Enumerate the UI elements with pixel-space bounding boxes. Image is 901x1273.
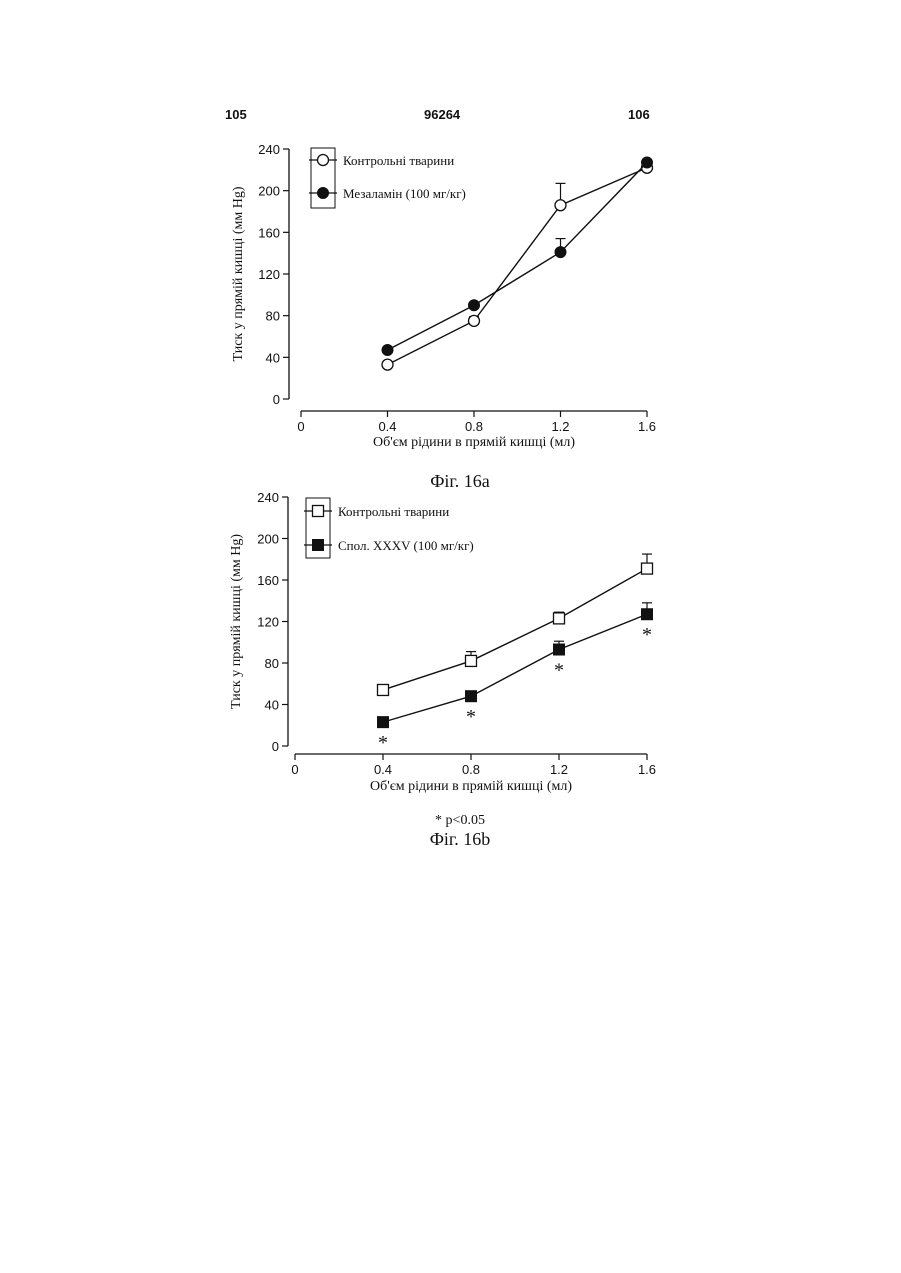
data-point	[469, 315, 480, 326]
x-axis-label: Об'єм рідини в прямій кишці (мл)	[370, 779, 572, 794]
legend: Контрольні тварини Мезаламін (100 мг/кг)	[309, 148, 466, 208]
y-tick-label: 120	[258, 267, 280, 282]
legend-label: Контрольні тварини	[338, 504, 449, 519]
data-point	[466, 655, 477, 666]
data-point	[642, 563, 653, 574]
series-line	[383, 614, 647, 722]
x-tick-label: 0	[297, 419, 304, 434]
y-tick-label: 200	[257, 532, 279, 547]
significance-star: *	[378, 732, 388, 754]
data-point	[642, 609, 653, 620]
significance-star: *	[642, 624, 652, 646]
y-tick-label: 40	[266, 350, 280, 365]
y-axis-label: Тиск у прямій кишці (мм Hg)	[229, 534, 244, 709]
x-tick-label: 1.6	[638, 419, 656, 434]
y-tick-label: 160	[258, 225, 280, 240]
y-tick-label: 0	[273, 392, 280, 407]
series-2	[378, 603, 653, 728]
y-axis-label: Тиск у прямій кишці (мм Hg)	[231, 186, 246, 361]
x-tick-label: 0.4	[378, 419, 396, 434]
data-point	[554, 644, 565, 655]
data-point	[382, 359, 393, 370]
y-tick-label: 40	[265, 698, 279, 713]
series-1	[378, 554, 653, 695]
x-tick-label: 0.8	[462, 762, 480, 777]
data-point	[382, 345, 393, 356]
y-tick-label: 200	[258, 184, 280, 199]
legend-marker	[313, 506, 324, 517]
x-axis-label: Об'єм рідини в прямій кишці (мл)	[373, 435, 575, 450]
y-tick-label: 80	[266, 309, 280, 324]
legend-label: Спол. XXXV (100 мг/кг)	[338, 538, 474, 553]
figure-16a-caption: Фіг. 16а	[380, 471, 540, 492]
data-point	[642, 157, 653, 168]
legend-marker	[313, 540, 324, 551]
significance-star: *	[466, 706, 476, 728]
legend-label: Контрольні тварини	[343, 153, 454, 168]
series-line	[383, 569, 647, 690]
x-tick-label: 1.2	[551, 419, 569, 434]
y-tick-label: 240	[257, 490, 279, 505]
x-tick-label: 1.2	[550, 762, 568, 777]
data-point	[378, 684, 389, 695]
legend-label: Мезаламін (100 мг/кг)	[343, 186, 466, 201]
legend-marker	[318, 188, 329, 199]
x-tick-label: 0.8	[465, 419, 483, 434]
y-tick-label: 120	[257, 615, 279, 630]
significance-footnote: * p<0.05	[380, 813, 540, 829]
data-point	[466, 691, 477, 702]
x-tick-label: 0.4	[374, 762, 392, 777]
chart-2: 0 40 80 120 160 200 240 0 0.4 0.8 1.2 1.6 Об'єм ріди…	[229, 490, 656, 794]
y-tick-label: 80	[265, 656, 279, 671]
data-point	[469, 300, 480, 311]
legend-marker	[318, 155, 329, 166]
x-tick-label: 1.6	[638, 762, 656, 777]
x-tick-label: 0	[291, 762, 298, 777]
data-point	[554, 613, 565, 624]
y-tick-label: 160	[257, 573, 279, 588]
y-tick-label: 0	[272, 739, 279, 754]
data-point	[555, 247, 566, 258]
significance-star: *	[554, 660, 564, 682]
y-tick-label: 240	[258, 142, 280, 157]
data-point	[378, 717, 389, 728]
chart-1: 0 40 80 120 160 200 240 0 0.4 0.8 1.2 1.6 Об'єм ріди…	[231, 142, 656, 450]
figure-16b-caption: Фіг. 16b	[380, 829, 540, 850]
legend: Контрольні тварини Спол. XXXV (100 мг/кг)	[304, 498, 474, 558]
data-point	[555, 200, 566, 211]
